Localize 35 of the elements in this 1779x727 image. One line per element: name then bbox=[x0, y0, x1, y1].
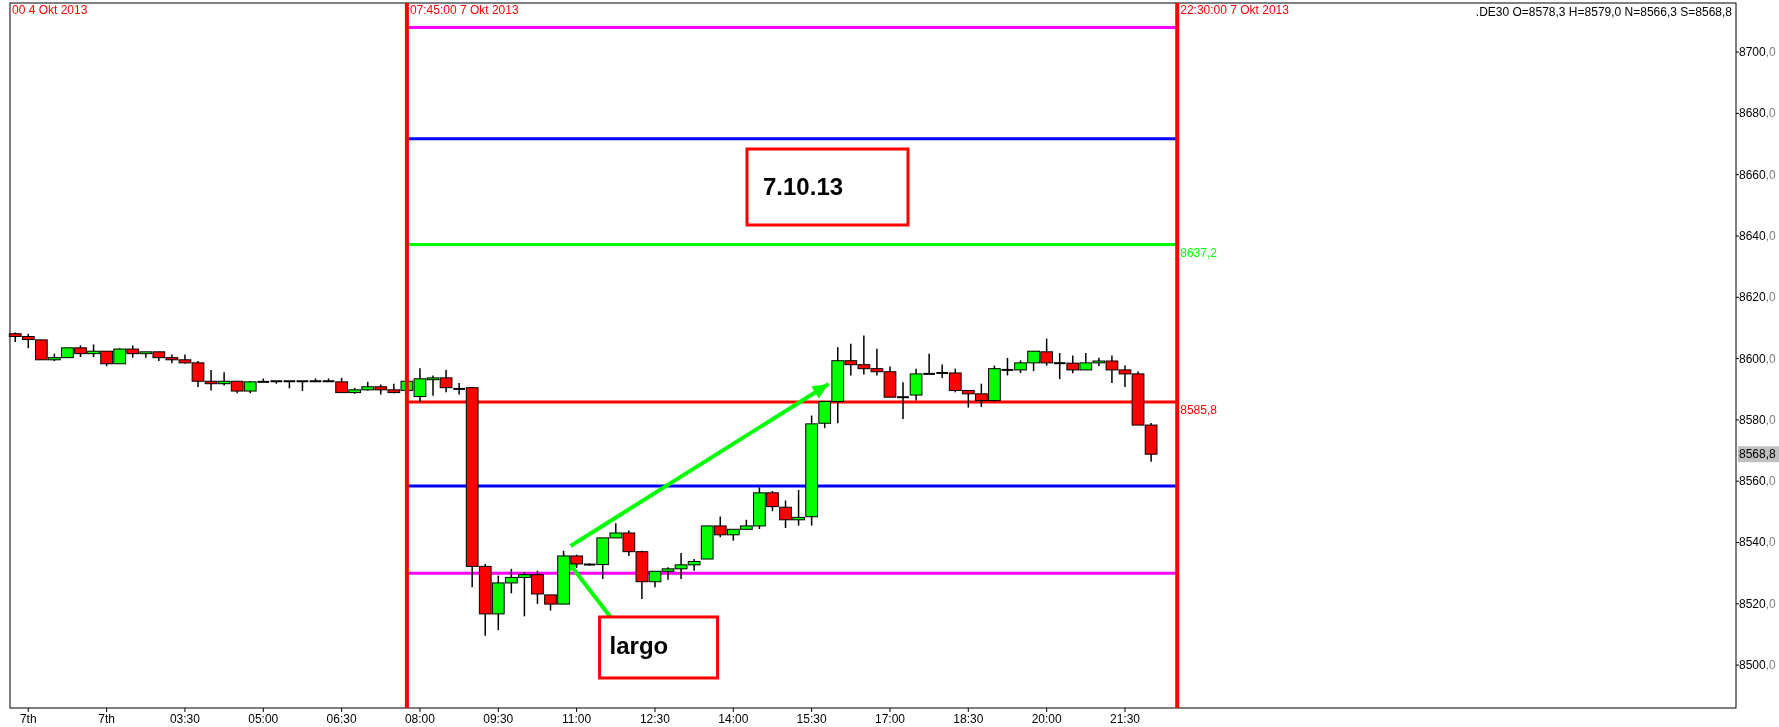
y-tick-label: 8680,0 bbox=[1739, 106, 1777, 121]
y-tick-label: 8660,0 bbox=[1739, 167, 1777, 182]
x-tick-label: 05:00 bbox=[248, 712, 279, 726]
y-tick-label: 8600,0 bbox=[1739, 351, 1777, 366]
ref-line-label: 22:30:00 7 Okt 2013 bbox=[1180, 3, 1290, 17]
x-tick-label: 21:30 bbox=[1109, 712, 1141, 726]
x-tick-label: 12:30 bbox=[639, 712, 671, 726]
ref-line-label: 8637,2 bbox=[1180, 245, 1218, 260]
x-tick-label: 20:00 bbox=[1031, 712, 1062, 726]
y-tick-label: 8620,0 bbox=[1739, 290, 1777, 305]
y-tick-label: 8540,0 bbox=[1739, 535, 1777, 550]
annotation: largo bbox=[609, 631, 669, 659]
y-tick-label: 8500,0 bbox=[1739, 658, 1777, 673]
x-tick-label: 03:30 bbox=[169, 712, 201, 726]
ref-line-label: 07:45:00 7 Okt 2013 bbox=[409, 3, 519, 17]
annotation: 7.10.13 bbox=[763, 173, 844, 200]
ref-line-label: 8585,8 bbox=[1180, 403, 1218, 418]
y-tick-label: 8700,0 bbox=[1739, 45, 1777, 60]
annotation: .DE30 O=8578,3 H=8579,0 N=8566,3 S=8568,8 bbox=[1475, 5, 1733, 19]
x-tick-label: 7th bbox=[98, 712, 115, 726]
x-tick-label: 06:30 bbox=[326, 712, 357, 726]
x-tick-label: 14:00 bbox=[718, 712, 749, 726]
y-tick-label: 8520,0 bbox=[1739, 596, 1777, 611]
y-tick-label: 8580,0 bbox=[1739, 412, 1777, 427]
x-tick-label: 15:30 bbox=[796, 712, 827, 726]
annotation: 00 4 Okt 2013 bbox=[12, 3, 88, 17]
x-tick-label: 7th bbox=[19, 712, 37, 726]
x-tick-label: 08:00 bbox=[404, 712, 436, 726]
y-tick-label: 8560,0 bbox=[1739, 474, 1777, 489]
x-tick-label: 11:00 bbox=[562, 712, 592, 726]
y-tick-label: 8640,0 bbox=[1739, 228, 1777, 243]
text: 8568,8 bbox=[1739, 447, 1777, 462]
x-tick-label: 18:30 bbox=[953, 712, 984, 726]
x-tick-label: 09:30 bbox=[483, 712, 514, 726]
x-tick-label: 17:00 bbox=[874, 712, 906, 726]
